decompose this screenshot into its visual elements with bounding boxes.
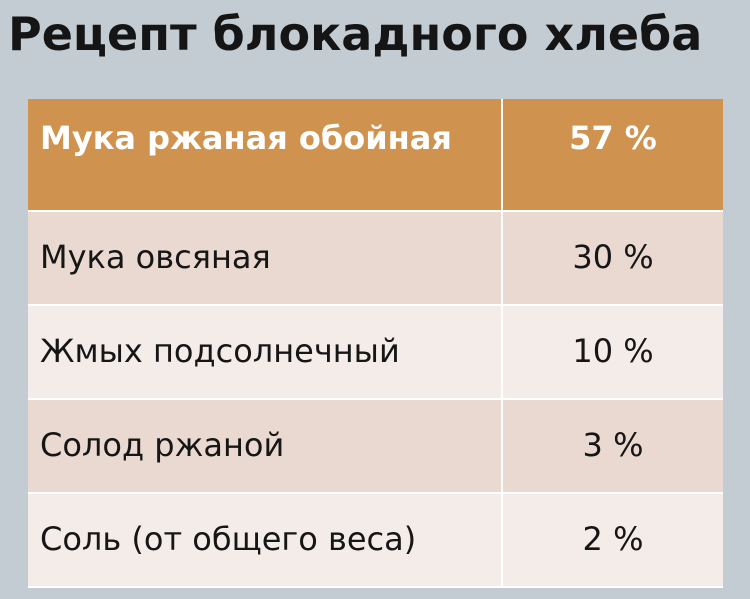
ingredient-share-cell: 30 % <box>502 211 723 306</box>
recipe-table: Мука ржаная обойная 57 % Мука овсяная 30… <box>28 99 723 588</box>
ingredient-share-cell: 57 % <box>502 99 723 212</box>
ingredient-name-cell: Соль (от общего веса) <box>28 493 503 588</box>
ingredient-share-cell: 10 % <box>502 305 723 400</box>
ingredient-name-cell: Жмых подсолнечный <box>28 305 503 400</box>
ingredient-name-cell: Мука ржаная обойная <box>28 99 503 212</box>
table-row: Солод ржаной 3 % <box>28 399 723 494</box>
ingredient-share-cell: 2 % <box>502 493 723 588</box>
ingredient-name-cell: Мука овсяная <box>28 211 503 306</box>
table-row: Мука овсяная 30 % <box>28 211 723 306</box>
table-header-row: Мука ржаная обойная 57 % <box>28 99 723 212</box>
table-row: Жмых подсолнечный 10 % <box>28 305 723 400</box>
ingredient-share-cell: 3 % <box>502 399 723 494</box>
ingredient-name-cell: Солод ржаной <box>28 399 503 494</box>
page-title: Рецепт блокадного хлеба <box>8 7 703 61</box>
table-row: Соль (от общего веса) 2 % <box>28 493 723 588</box>
